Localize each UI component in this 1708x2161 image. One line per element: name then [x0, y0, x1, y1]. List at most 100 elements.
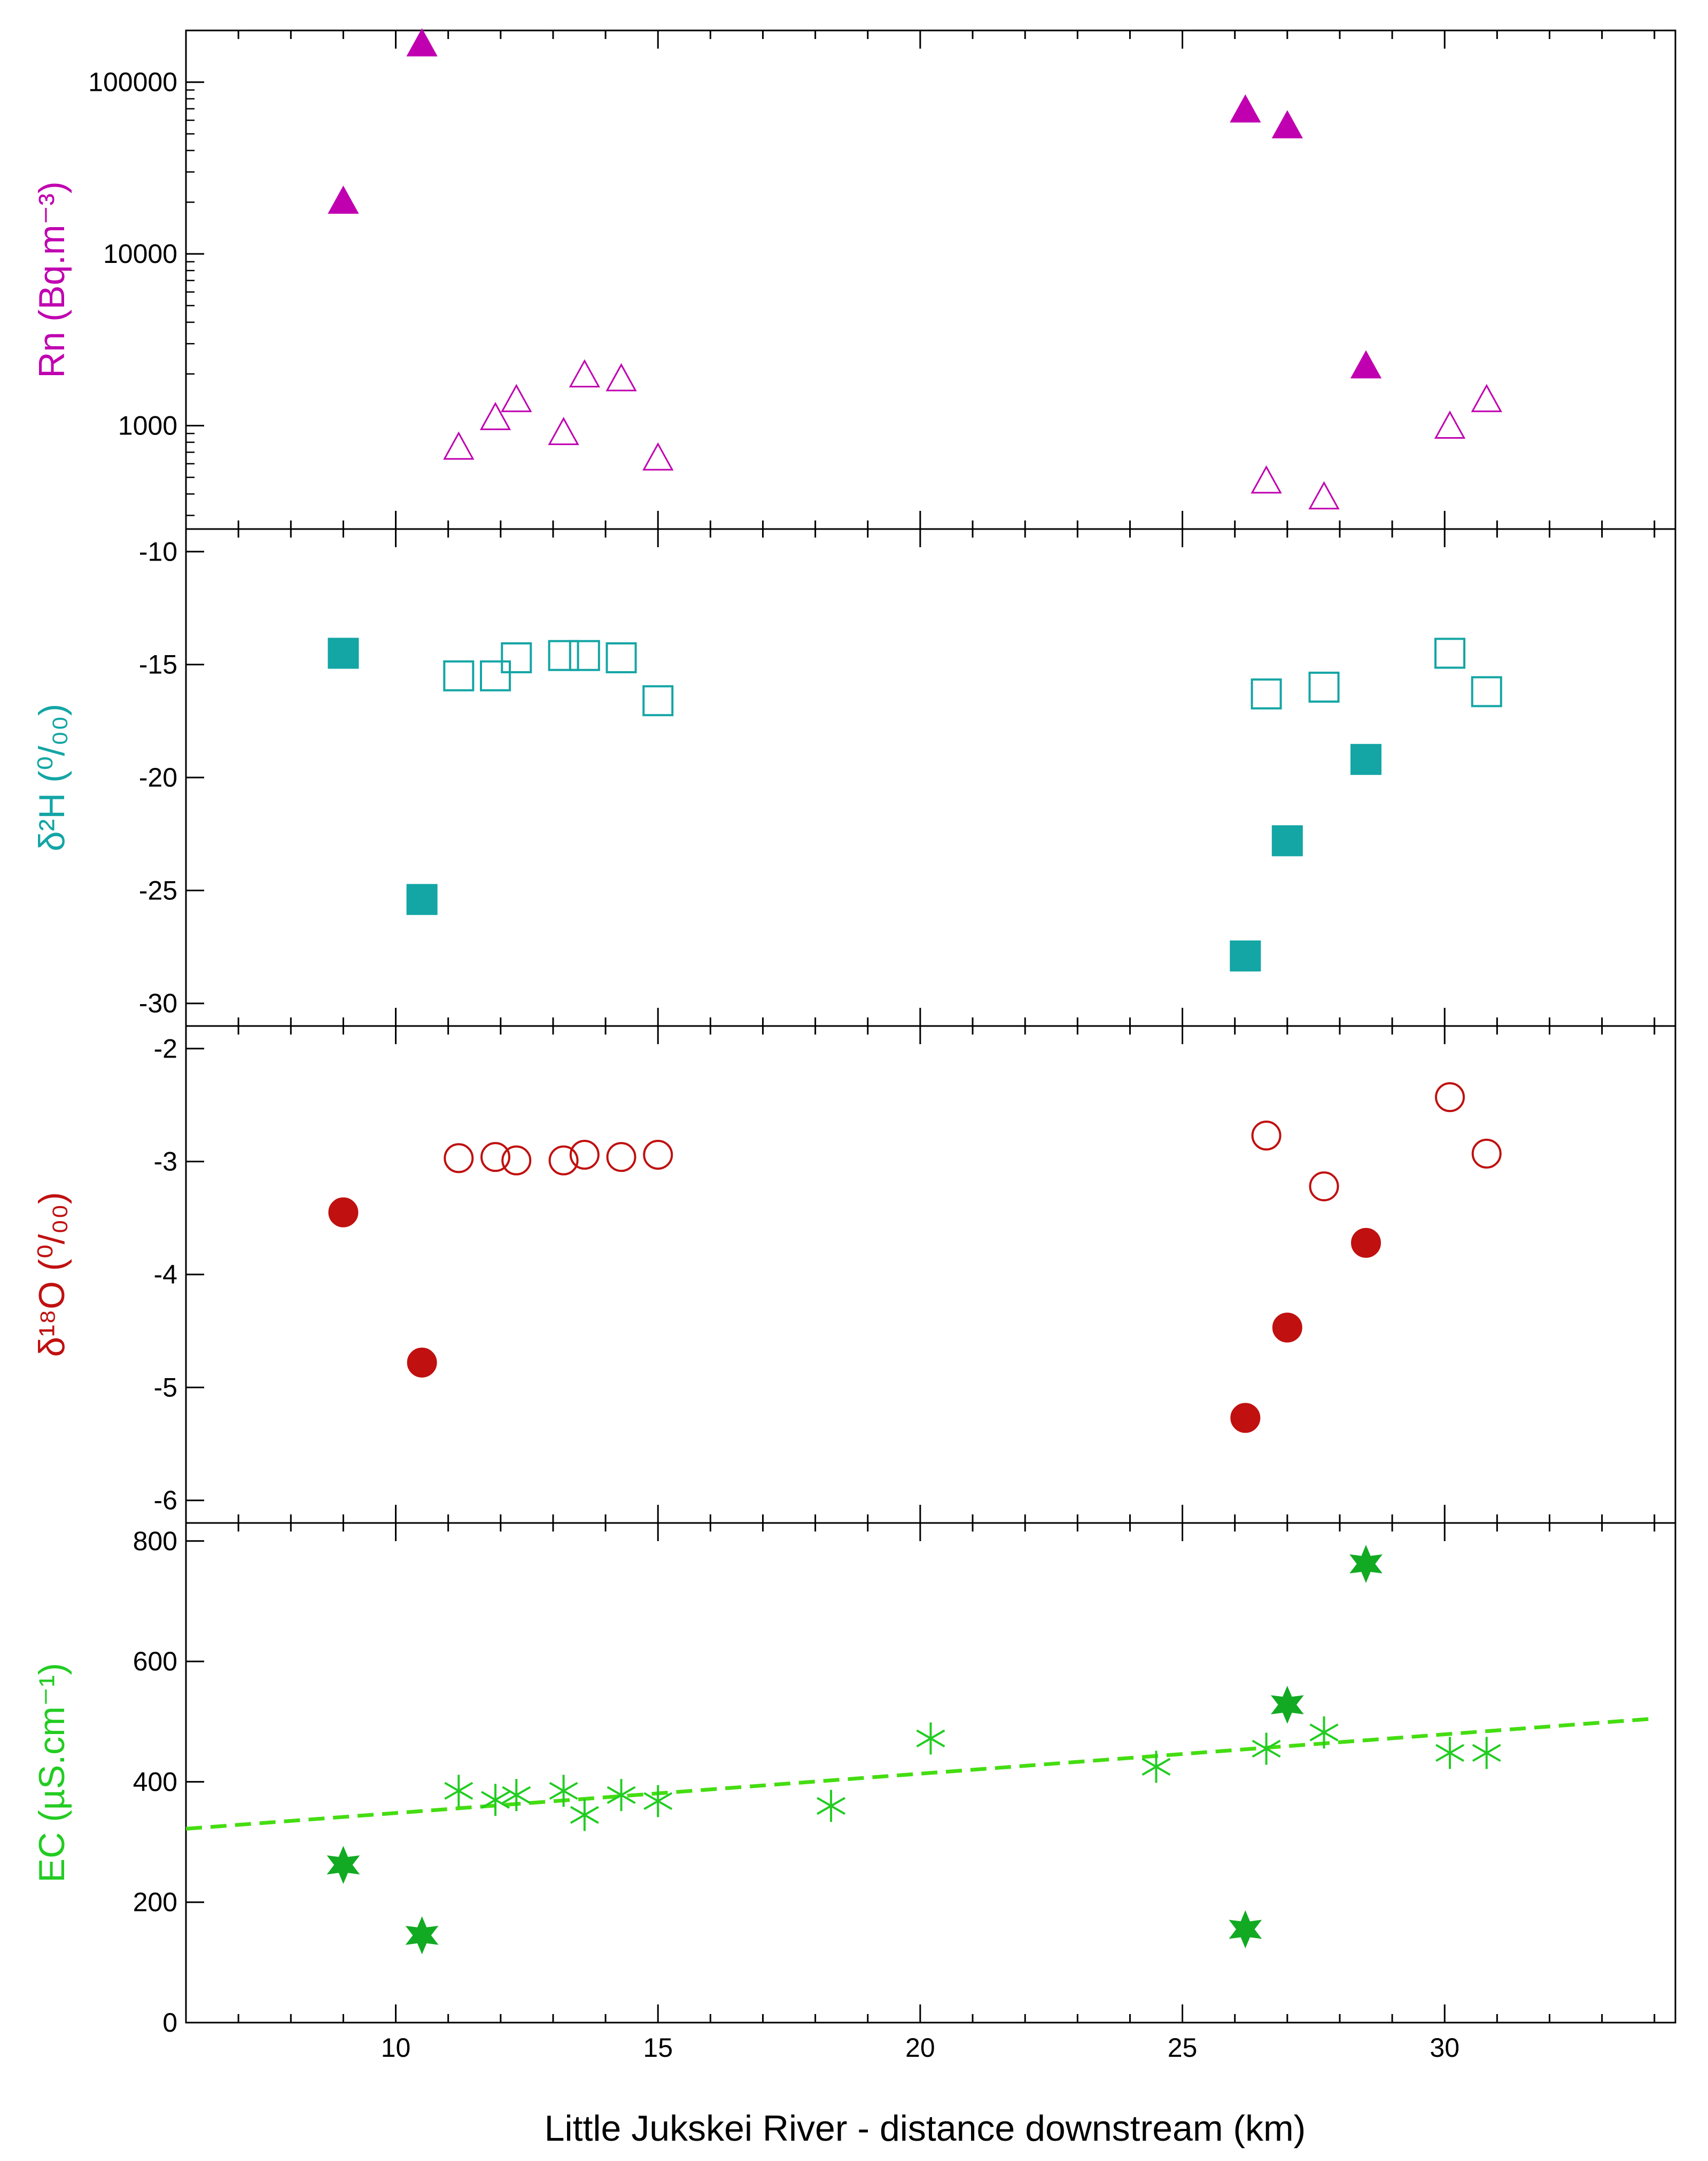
x-tick-label-25: 25 [1168, 2033, 1198, 2063]
y-tick-label-ec-2: 400 [133, 1767, 177, 1797]
point-rn-open-2 [501, 384, 532, 413]
point-ec-open-2-stroke-2 [502, 1786, 531, 1804]
point-d18o-open-2 [501, 1145, 532, 1176]
point-ec-open-12 [1435, 1737, 1465, 1769]
panel-rn: 1000 10000 100000 Rn (Bq.m⁻³) [32, 28, 1676, 530]
point-d2h-filled-0 [328, 638, 359, 669]
point-rn-open-4 [569, 359, 600, 387]
trendline-ec [185, 1716, 1655, 1831]
y-axis-title-rn: Rn (Bq.m⁻³) [32, 181, 72, 378]
plot-frame-d18o [185, 1025, 1676, 1524]
x-tick-label-20: 20 [905, 2033, 935, 2063]
point-d18o-open-3 [548, 1145, 579, 1176]
point-rn-open-8 [1308, 481, 1340, 510]
point-ec-open-8 [916, 1722, 945, 1755]
y-tick-label-rn-0: 1000 [118, 411, 177, 441]
point-d18o-open-7 [1251, 1121, 1282, 1151]
x-tick-label-10: 10 [381, 2033, 411, 2063]
point-ec-open-1-stroke-2 [481, 1791, 510, 1809]
y-tick-label-d2h-0: -30 [139, 989, 177, 1019]
point-ec-filled-1 [405, 1916, 439, 1955]
point-rn-open-7 [1251, 465, 1282, 494]
point-d2h-open-0 [443, 660, 475, 691]
point-ec-open-5-stroke-2 [607, 1786, 636, 1804]
y-tick-label-d2h-1: -25 [139, 875, 177, 905]
point-d18o-filled-3 [1272, 1312, 1302, 1343]
point-rn-filled-2 [1230, 94, 1261, 123]
panel-d2h: -30 -25 -20 -15 -10 δ²H (⁰/₀₀) [32, 528, 1676, 1027]
panel-ec: 0 200 400 600 800 EC (µS.cm⁻¹) [32, 1522, 1676, 2038]
point-d2h-filled-1 [406, 884, 438, 915]
y-tick-label-d2h-3: -15 [139, 650, 177, 680]
point-ec-filled-0 [327, 1846, 360, 1884]
point-ec-filled-2 [1229, 1910, 1262, 1948]
point-ec-open-11 [1309, 1716, 1339, 1749]
point-d18o-open-0 [444, 1143, 474, 1173]
point-ec-open-3-stroke-2 [549, 1782, 578, 1800]
point-d2h-open-5 [605, 642, 637, 673]
point-d2h-filled-4 [1350, 744, 1382, 775]
x-tick-label-15: 15 [643, 2033, 673, 2063]
point-d2h-open-4 [569, 640, 600, 671]
point-rn-filled-3 [1271, 110, 1303, 138]
point-ec-open-8-stroke-2 [916, 1729, 945, 1748]
point-ec-open-1 [481, 1784, 510, 1816]
point-d18o-open-6 [643, 1139, 673, 1170]
point-ec-filled-3 [1270, 1685, 1304, 1724]
point-ec-open-5 [607, 1779, 636, 1812]
point-d2h-open-2 [501, 642, 532, 673]
point-ec-open-6-stroke-2 [643, 1792, 673, 1810]
y-tick-label-d18o-1: -5 [154, 1372, 177, 1402]
plot-frame-d2h [185, 528, 1676, 1027]
point-ec-open-13 [1472, 1737, 1501, 1769]
point-rn-open-5 [605, 363, 637, 392]
point-ec-open-0 [444, 1775, 473, 1807]
x-axis-label: Little Jukskei River - distance downstre… [545, 2108, 1306, 2149]
y-axis-title-d18o: δ¹⁸O (⁰/₀₀) [32, 1192, 72, 1357]
plot-frame-rn [185, 29, 1676, 530]
point-ec-open-13-stroke-2 [1472, 1744, 1501, 1762]
point-d2h-open-9 [1434, 638, 1466, 669]
point-d2h-open-1 [479, 660, 511, 691]
y-tick-label-d2h-2: -20 [139, 763, 177, 792]
point-d2h-filled-2 [1230, 940, 1261, 971]
y-tick-label-ec-4: 800 [133, 1526, 177, 1556]
point-ec-open-11-stroke-2 [1309, 1723, 1339, 1742]
point-ec-open-12-stroke-2 [1435, 1744, 1465, 1762]
point-ec-open-9 [1142, 1751, 1171, 1783]
point-ec-open-6 [643, 1785, 673, 1817]
point-ec-open-2 [502, 1779, 531, 1812]
point-ec-open-7 [817, 1790, 846, 1822]
point-d2h-open-6 [642, 685, 674, 717]
y-tick-label-ec-1: 200 [133, 1887, 177, 1917]
point-d2h-filled-3 [1271, 825, 1303, 857]
x-tick-label-30: 30 [1430, 2033, 1459, 2063]
y-tick-label-d18o-2: -4 [154, 1260, 177, 1289]
panel-d18o: -6 -5 -4 -3 -2 δ¹⁸O (⁰/₀₀) [32, 1025, 1676, 1524]
plot-frame-ec [185, 1522, 1676, 2024]
point-rn-open-1 [479, 402, 511, 430]
point-rn-open-9 [1434, 410, 1466, 439]
point-d2h-open-3 [548, 640, 579, 671]
point-rn-open-10 [1471, 384, 1502, 413]
point-d18o-filled-0 [328, 1197, 359, 1227]
y-axis-title-d2h: δ²H (⁰/₀₀) [32, 704, 72, 851]
point-ec-open-10 [1252, 1732, 1281, 1765]
y-tick-label-d18o-0: -6 [154, 1486, 177, 1515]
point-rn-filled-4 [1350, 350, 1382, 379]
point-d18o-open-5 [606, 1142, 636, 1172]
point-d2h-open-8 [1308, 671, 1340, 703]
point-ec-filled-4 [1349, 1545, 1383, 1583]
y-tick-label-d18o-4: -2 [154, 1033, 177, 1063]
point-ec-open-4-stroke-2 [570, 1806, 599, 1824]
point-rn-filled-1 [406, 28, 438, 57]
point-d18o-filled-2 [1230, 1403, 1261, 1433]
point-ec-open-3 [549, 1775, 578, 1807]
y-tick-label-d2h-4: -10 [139, 537, 177, 566]
point-d18o-open-10 [1471, 1138, 1502, 1169]
y-axis-title-ec: EC (µS.cm⁻¹) [32, 1663, 72, 1883]
point-d18o-open-9 [1435, 1082, 1465, 1113]
point-ec-open-10-stroke-2 [1252, 1739, 1281, 1758]
point-ec-open-0-stroke-2 [444, 1782, 473, 1800]
